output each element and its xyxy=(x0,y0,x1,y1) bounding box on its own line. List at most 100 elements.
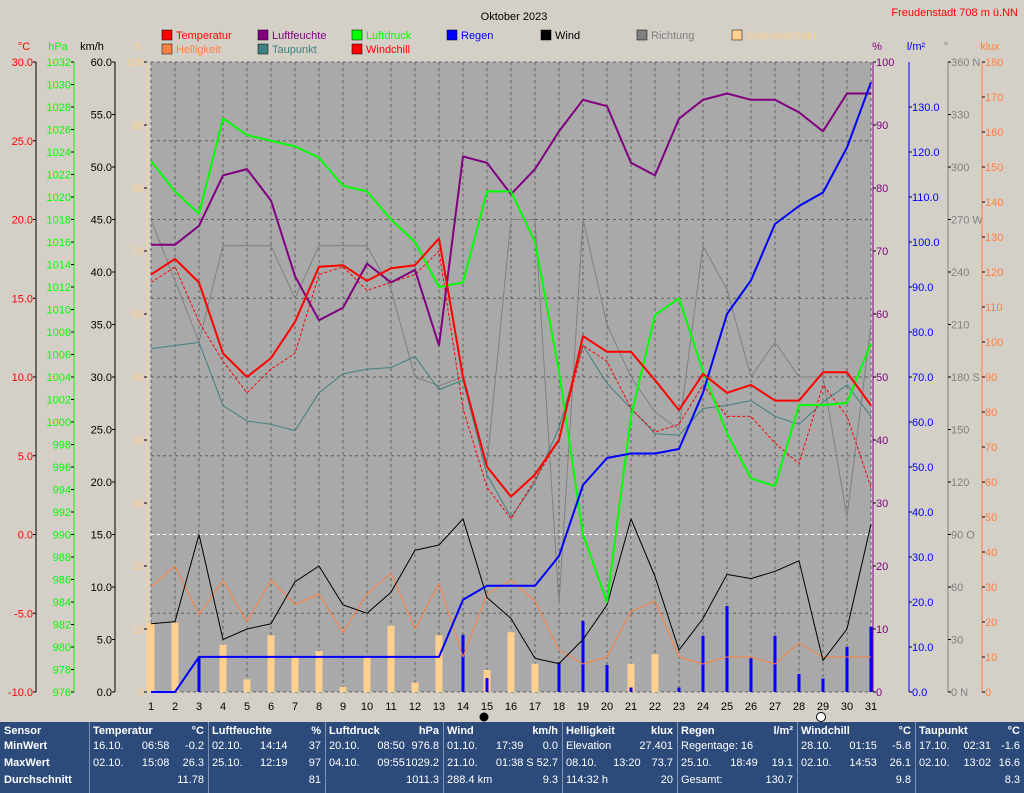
stats-row: 25.10. 18:49 19.1 xyxy=(681,756,793,771)
temp-axis-unit: °C xyxy=(18,41,30,53)
stats-header-unit: °C xyxy=(898,725,911,737)
dir-tick-label: 0 N xyxy=(951,687,968,699)
stats-separator xyxy=(915,722,916,793)
sunshine-bar xyxy=(627,663,635,692)
stats-row: 02.10. 14:14 37 xyxy=(212,739,321,754)
x-tick-label: 19 xyxy=(577,701,589,713)
stats-row: 02.10. 15:08 26.3 xyxy=(93,756,204,771)
stats-cell: 09:55 xyxy=(377,757,405,769)
x-tick-label: 30 xyxy=(841,701,853,713)
x-tick-label: 25 xyxy=(721,701,733,713)
sunshine-bar xyxy=(219,644,227,692)
stats-cell: 19.1 xyxy=(771,757,793,769)
sun-tick-label: 20 xyxy=(132,561,144,573)
station-label: Freudenstadt 708 m ü.NN xyxy=(891,7,1018,19)
stats-cell: Durchschnitt xyxy=(4,774,72,786)
chart-title: Oktober 2023 xyxy=(481,11,548,23)
stats-header: Luftdruck hPa xyxy=(329,724,439,739)
legend-label: Luftdruck xyxy=(366,30,412,42)
stats-header: Helligkeit klux xyxy=(566,724,673,739)
dir-tick-label: 300 xyxy=(951,162,969,174)
stats-separator xyxy=(677,722,678,793)
legend-label: Temperatur xyxy=(176,30,232,42)
stats-header-unit: km/h xyxy=(532,725,558,737)
klux-tick-label: 50 xyxy=(985,512,997,524)
stats-cell: 13:20 xyxy=(613,757,641,769)
press-tick-label: 978 xyxy=(53,665,71,677)
sunshine-bar xyxy=(243,679,251,692)
stats-cell: 1011.3 xyxy=(406,774,439,786)
rain-tick-label: 120.0 xyxy=(912,147,940,159)
legend-label: Sonnenschein xyxy=(746,30,816,42)
klux-tick-label: 130 xyxy=(985,232,1003,244)
press-tick-label: 1032 xyxy=(47,57,71,69)
stats-row: 20.10. 08:50 976.8 xyxy=(329,739,439,754)
stats-row: MaxWert xyxy=(4,756,85,771)
stats-cell: 0.0 xyxy=(542,740,558,752)
klux-tick-label: 0 xyxy=(985,687,991,699)
klux-tick-label: 160 xyxy=(985,127,1003,139)
klux-tick-label: 10 xyxy=(985,652,997,664)
stats-header: Regen l/m² xyxy=(681,724,793,739)
stats-header-name: Luftfeuchte xyxy=(212,725,272,737)
daily-rain-bar xyxy=(629,687,633,692)
press-tick-label: 1008 xyxy=(47,327,71,339)
stats-header-name: Temperatur xyxy=(93,725,153,737)
stats-cell: 15:08 xyxy=(141,757,170,769)
klux-tick-label: 70 xyxy=(985,442,997,454)
stats-header-unit: °C xyxy=(1007,725,1020,737)
hum-tick-label: 50 xyxy=(876,372,888,384)
stats-header-unit: hPa xyxy=(418,725,439,737)
klux-tick-label: 180 xyxy=(985,57,1003,69)
press-tick-label: 998 xyxy=(53,440,71,452)
press-tick-label: 1000 xyxy=(47,417,71,429)
stats-row: Durchschnitt xyxy=(4,773,85,788)
stats-cell: 17.10. xyxy=(919,740,950,752)
temp-tick-label: 5.0 xyxy=(18,451,33,463)
x-tick-label: 1 xyxy=(148,701,154,713)
stats-cell: 06:58 xyxy=(141,740,170,752)
stats-header-unit: klux xyxy=(650,725,673,737)
x-tick-label: 31 xyxy=(865,701,877,713)
legend-swatch xyxy=(161,29,173,41)
pressure-line xyxy=(150,117,872,603)
stats-separator xyxy=(443,722,444,793)
press-tick-label: 1002 xyxy=(47,395,71,407)
stats-cell: MinWert xyxy=(4,740,48,752)
press-tick-label: 994 xyxy=(53,485,71,497)
sunshine-bar xyxy=(387,625,395,692)
sunshine-bar xyxy=(435,635,443,692)
stats-cell: 25.10. xyxy=(681,757,712,769)
x-tick-label: 24 xyxy=(697,701,709,713)
stats-cell: 73.7 xyxy=(651,757,673,769)
stats-cell: 11.78 xyxy=(177,774,204,786)
stats-cell: 28.10. xyxy=(801,740,832,752)
daily-rain-bar xyxy=(677,687,681,692)
rain-tick-label: 130.0 xyxy=(912,102,940,114)
stats-cell: 20 xyxy=(660,774,673,786)
legend-swatch xyxy=(257,43,269,55)
wind-direction-line xyxy=(150,219,872,605)
press-tick-label: 1022 xyxy=(47,170,71,182)
x-tick-label: 13 xyxy=(433,701,445,713)
stats-header-name: Taupunkt xyxy=(919,725,968,737)
hum-axis-unit: % xyxy=(872,41,882,53)
rain-tick-label: 30.0 xyxy=(912,552,933,564)
stats-row: 01.10. 17:39 0.0 xyxy=(447,739,558,754)
klux-tick-label: 90 xyxy=(985,372,997,384)
stats-column: Sensor MinWert MaxWert Durchschnitt xyxy=(0,722,89,793)
x-tick-label: 29 xyxy=(817,701,829,713)
legend-swatch xyxy=(351,29,363,41)
wind-line xyxy=(150,518,872,665)
stats-header: Luftfeuchte% xyxy=(212,724,321,739)
wind-tick-label: 45.0 xyxy=(91,215,112,227)
stats-cell: 976.8 xyxy=(411,740,439,752)
legend-label: Richtung xyxy=(651,30,694,42)
hum-tick-label: 0 xyxy=(876,687,882,699)
legend-swatch xyxy=(731,29,743,41)
wind-tick-label: 0.0 xyxy=(97,687,112,699)
stats-column: Helligkeit klux Elevation 27.401 08.10. 13:20… xyxy=(562,722,677,793)
wind-tick-label: 10.0 xyxy=(91,582,112,594)
dir-tick-label: 240 xyxy=(951,267,969,279)
stats-cell: 25.10. xyxy=(212,757,243,769)
